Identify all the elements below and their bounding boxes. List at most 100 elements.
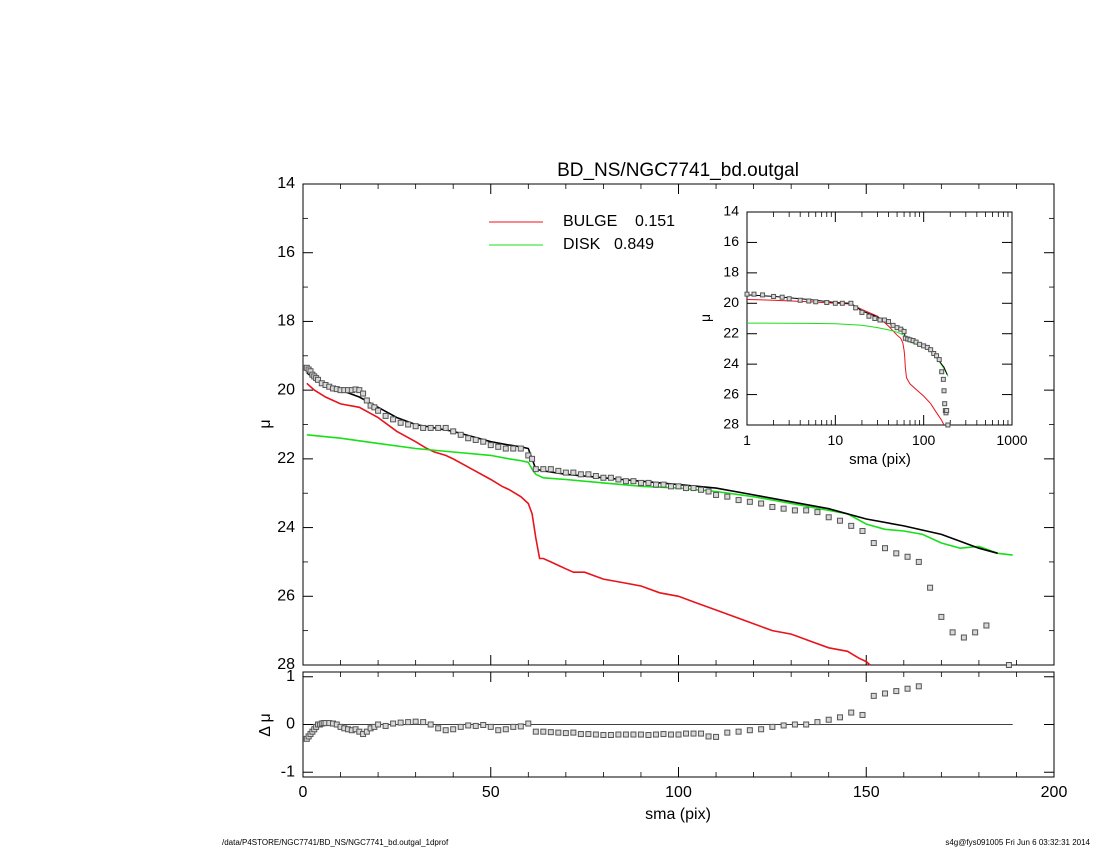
residual-y-ticks: -1 0 1 — [281, 668, 1054, 780]
residual-xtick-label: 150 — [853, 784, 880, 801]
inset-data-point — [877, 317, 883, 323]
residual-data-point — [724, 729, 731, 736]
main-data-point — [904, 553, 911, 560]
inset-data-point — [928, 347, 934, 353]
main-data-point — [592, 473, 599, 480]
main-data-point — [814, 509, 821, 516]
inset-data-point — [872, 316, 878, 321]
main-data-point — [465, 435, 472, 442]
residual-data-point — [683, 730, 690, 737]
main-data-point — [893, 550, 900, 557]
main-x-ticks — [302, 184, 1055, 665]
main-data-point — [420, 424, 427, 431]
main-data-point — [915, 558, 922, 565]
inset-data-point — [813, 299, 819, 305]
residual-data-point — [735, 728, 742, 735]
main-data-point — [375, 407, 382, 414]
main-data-point — [960, 634, 967, 641]
main-data-point — [555, 467, 562, 474]
inset-data-point — [934, 353, 940, 359]
residual-data-point — [652, 731, 659, 738]
residual-data-point — [457, 723, 464, 730]
main-data-point — [480, 438, 487, 445]
inset-data-point — [881, 317, 887, 323]
residual-data-point — [487, 723, 494, 730]
residual-data-point — [532, 728, 539, 735]
main-data-point — [825, 514, 832, 521]
main-data-point — [690, 485, 697, 492]
residual-data-point — [882, 690, 889, 697]
inset-data-point — [839, 300, 845, 306]
residual-x-ticks: 0 50 100 150 200 — [299, 672, 1067, 801]
inset-ytick-label: 20 — [723, 294, 739, 310]
main-ytick-label: 16 — [277, 244, 295, 261]
main-data-point — [683, 485, 690, 492]
residual-data-point — [405, 719, 412, 726]
main-data-point — [938, 613, 945, 620]
main-ytick-label: 20 — [277, 381, 295, 398]
inset-ytick-label: 28 — [723, 416, 739, 432]
main-data-point — [363, 397, 370, 404]
main-data-point — [405, 421, 412, 428]
residual-data-point — [525, 720, 532, 727]
inset-data-point — [786, 296, 792, 302]
main-data-point — [836, 517, 843, 524]
legend-bulge-value: 0.151 — [635, 213, 675, 230]
inset-data-point — [797, 297, 803, 303]
residual-data-point — [836, 714, 843, 721]
main-data-point — [882, 545, 889, 552]
inset-data-point — [832, 300, 838, 306]
residual-data-point — [915, 683, 922, 690]
inset-data-point — [779, 294, 785, 300]
inset-xtick-label: 1000 — [996, 432, 1027, 448]
main-data-point — [547, 466, 554, 473]
residual-data-point — [769, 723, 776, 730]
residual-x-axis-label: sma (pix) — [645, 806, 711, 823]
residual-data-point — [660, 731, 667, 738]
residual-ytick-label: 0 — [286, 716, 295, 733]
main-ytick-label: 24 — [277, 519, 295, 536]
main-data-point — [870, 540, 877, 547]
main-data-point — [645, 479, 652, 486]
residual-data-point — [825, 716, 832, 723]
residual-data-point — [848, 709, 855, 716]
residual-data-point — [600, 732, 607, 738]
residual-data-point — [893, 688, 900, 695]
main-data-point — [435, 424, 442, 431]
main-data-point — [495, 443, 502, 450]
residual-data-point — [420, 719, 427, 726]
residual-data-point — [570, 729, 577, 736]
main-data-point — [390, 416, 397, 423]
inset-data-point — [848, 300, 854, 306]
residual-data-point — [592, 731, 599, 738]
residual-data-point — [675, 731, 682, 738]
main-ytick-label: 22 — [277, 450, 295, 467]
residual-data-point — [562, 730, 569, 737]
residual-data-point — [435, 725, 442, 732]
main-ytick-label: 14 — [277, 175, 295, 192]
residual-data-point — [442, 727, 449, 734]
residual-data-point — [791, 721, 798, 728]
main-bulge-line — [306, 382, 871, 666]
residual-data-point — [502, 726, 509, 733]
main-data-point — [1005, 662, 1012, 668]
residual-data-point — [859, 711, 866, 718]
main-data-point — [724, 493, 731, 500]
main-data-point — [972, 629, 979, 636]
main-data-point — [615, 476, 622, 483]
main-data-point — [487, 442, 494, 449]
legend-disk-value: 0.849 — [614, 236, 654, 253]
inset-data-point — [940, 376, 946, 382]
inset-data-point — [945, 422, 951, 428]
residual-xtick-label: 100 — [665, 784, 692, 801]
residual-ytick-label: -1 — [281, 763, 295, 780]
inset-y-axis-label: μ — [697, 314, 713, 322]
main-data-point — [502, 445, 509, 452]
main-ytick-label: 18 — [277, 313, 295, 330]
residual-data-point — [705, 733, 712, 740]
residual-data-point — [480, 721, 487, 728]
main-data-point — [705, 488, 712, 495]
inset-data-point — [886, 319, 892, 325]
main-data-point — [746, 498, 753, 505]
residual-data-point — [495, 727, 502, 734]
